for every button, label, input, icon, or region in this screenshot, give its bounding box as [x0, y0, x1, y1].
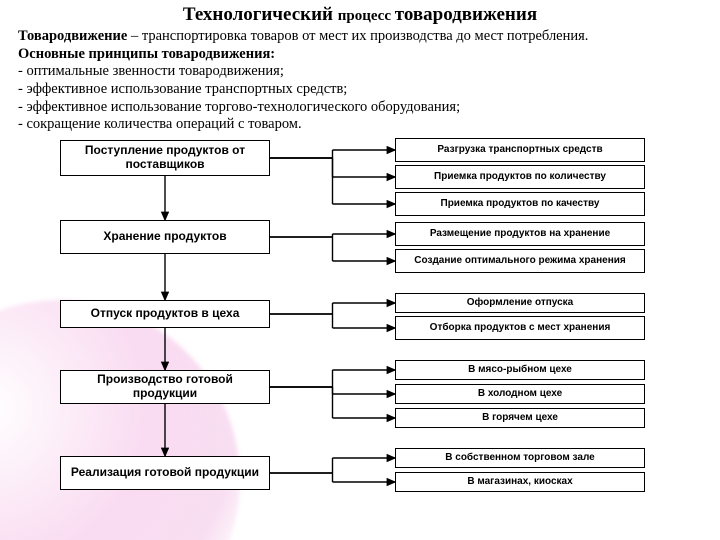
flowchart-node: Отпуск продуктов в цеха: [60, 300, 270, 328]
flowchart-node: Поступление продуктов от поставщиков: [60, 140, 270, 176]
intro-term: Товародвижение: [18, 28, 127, 44]
title-b: процесс: [338, 8, 395, 24]
intro-rest: – транспортировка товаров от мест их про…: [127, 28, 588, 44]
principle-item: - эффективное использование транспортных…: [18, 81, 702, 99]
page-title: Технологический процесс товародвижения: [18, 4, 702, 26]
principles-list: - оптимальные звенности товародвижения; …: [18, 63, 702, 134]
intro-text: Товародвижение – транспортировка товаров…: [18, 28, 702, 63]
flowchart-node: Разгрузка транспортных средств: [395, 138, 645, 162]
flowchart-node: Приемка продуктов по количеству: [395, 165, 645, 189]
flowchart-node: В мясо-рыбном цехе: [395, 360, 645, 380]
principle-item: - сокращение количества операций с товар…: [18, 116, 702, 134]
flowchart-node: Создание оптимального режима хранения: [395, 249, 645, 273]
flowchart-node: Оформление отпуска: [395, 293, 645, 313]
principle-item: - эффективное использование торгово-техн…: [18, 99, 702, 117]
title-a: Технологический: [183, 4, 338, 25]
flowchart: Поступление продуктов от поставщиков Хран…: [0, 138, 720, 538]
flowchart-node: Приемка продуктов по качеству: [395, 192, 645, 216]
principle-item: - оптимальные звенности товародвижения;: [18, 63, 702, 81]
flowchart-node: Размещение продуктов на хранение: [395, 222, 645, 246]
flowchart-node: Хранение продуктов: [60, 220, 270, 254]
flowchart-node: Производство готовой продукции: [60, 370, 270, 404]
flowchart-node: В холодном цехе: [395, 384, 645, 404]
title-c: товародвижения: [395, 4, 537, 25]
flowchart-node: В собственном торговом зале: [395, 448, 645, 468]
flowchart-node: В горячем цехе: [395, 408, 645, 428]
header-block: Технологический процесс товародвижения Т…: [0, 4, 720, 134]
flowchart-node: Отборка продуктов с мест хранения: [395, 316, 645, 340]
intro-subhead: Основные принципы товародвижения:: [18, 46, 275, 62]
flowchart-node: Реализация готовой продукции: [60, 456, 270, 490]
flowchart-node: В магазинах, киосках: [395, 472, 645, 492]
